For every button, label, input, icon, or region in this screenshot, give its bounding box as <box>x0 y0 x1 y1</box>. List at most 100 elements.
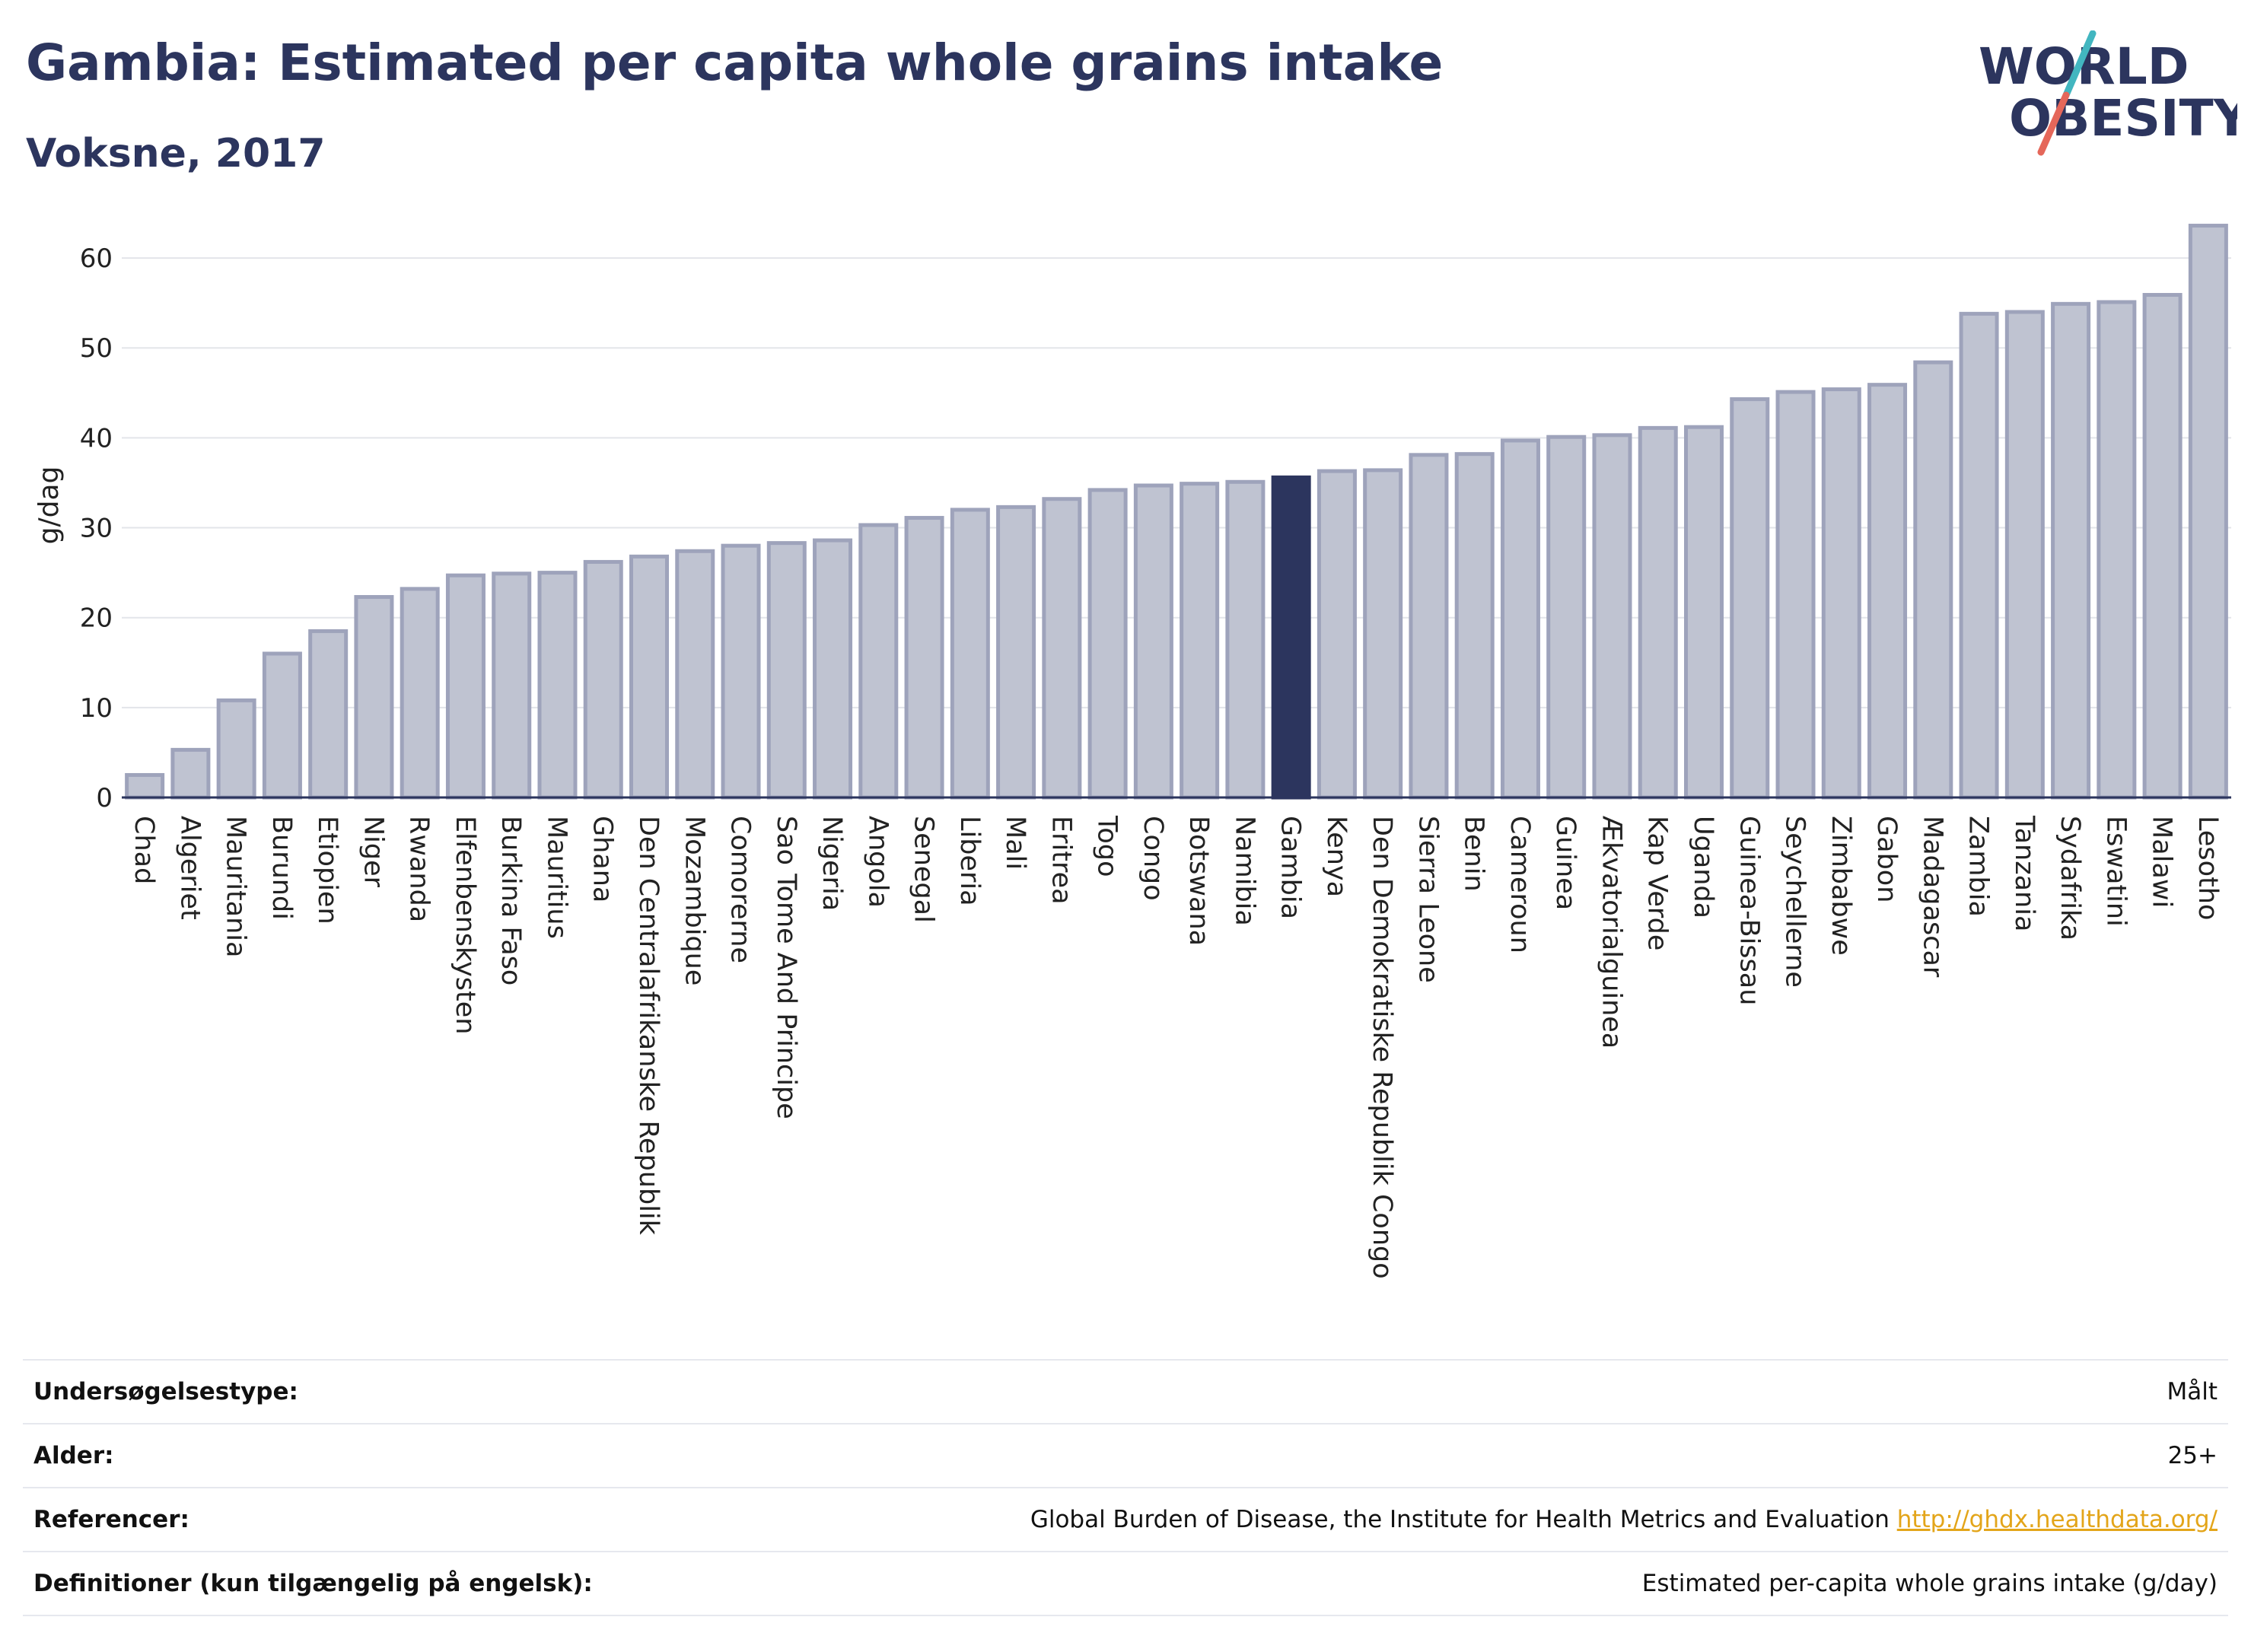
x-tick-label: Malawi <box>2147 816 2177 908</box>
x-tick-label: Comorerne <box>725 816 756 963</box>
bar <box>2051 301 2091 800</box>
x-tick-label: Angola <box>862 816 893 908</box>
x-tick-label: Eritrea <box>1046 816 1076 905</box>
x-tick-label: Mauritius <box>541 816 572 939</box>
y-axis-label: g/dag <box>33 466 65 545</box>
x-tick-label: Cameroun <box>1504 816 1535 953</box>
bar <box>629 554 670 800</box>
y-tick-label: 10 <box>80 693 113 724</box>
bar <box>216 698 256 800</box>
y-tick-label: 60 <box>80 244 113 274</box>
x-tick-label: Guinea <box>1550 816 1581 910</box>
x-tick-label: Madagascar <box>1917 816 1947 978</box>
x-tick-label: Den Demokratiske Republik Congo <box>1367 816 1397 1279</box>
bar <box>813 538 853 800</box>
x-tick-label: Benin <box>1459 816 1489 892</box>
bar <box>354 595 394 800</box>
x-tick-label: Botswana <box>1183 816 1214 946</box>
bar <box>1500 438 1540 800</box>
info-row-age: Alder: 25+ <box>23 1423 2228 1488</box>
x-tick-label: Nigeria <box>817 816 847 911</box>
bar <box>400 587 440 800</box>
bar <box>308 629 349 800</box>
bar <box>2142 293 2183 800</box>
x-tick-label: Guinea-Bissau <box>1734 816 1764 1005</box>
bar <box>1913 360 1953 800</box>
bar <box>1638 425 1678 800</box>
x-tick-label: Tanzania <box>2009 815 2039 931</box>
info-value: 25+ <box>738 1423 2228 1488</box>
bar <box>1133 483 1173 800</box>
x-tick-label: Ghana <box>587 816 618 902</box>
info-row-references: Referencer: Global Burden of Disease, th… <box>23 1487 2228 1552</box>
bar <box>2004 310 2045 800</box>
x-tick-label: Kap Verde <box>1642 816 1673 950</box>
x-tick-label: Lesotho <box>2192 816 2223 920</box>
x-tick-label: Senegal <box>909 816 939 923</box>
y-axis-ticks: 0 10 20 30 40 50 60 <box>80 244 113 813</box>
x-tick-label: Kenya <box>1321 816 1352 897</box>
bar <box>1959 311 1999 800</box>
info-key: Definitioner (kun tilgængelig på engelsk… <box>23 1551 739 1616</box>
x-tick-label: Liberia <box>954 816 985 906</box>
x-tick-label: Seychellerne <box>1780 816 1810 988</box>
bar <box>1867 383 1908 800</box>
chart-subtitle: Voksne, 2017 <box>26 131 326 177</box>
bar <box>2097 300 2137 800</box>
bar <box>904 516 944 800</box>
bar <box>1042 497 1082 800</box>
bar <box>1730 397 1770 800</box>
x-tick-label: Ækvatorialguinea <box>1596 816 1626 1049</box>
info-table: Undersøgelsestype: Målt Alder: 25+ Refer… <box>23 1359 2228 1616</box>
bar <box>445 573 486 800</box>
x-tick-label: Eswatini <box>2100 816 2131 927</box>
x-tick-label: Mozambique <box>679 816 709 985</box>
info-value-cell: Global Burden of Disease, the Institute … <box>738 1487 2228 1552</box>
x-tick-label: Elfenbenskysten <box>450 816 480 1034</box>
x-tick-label: Sydafrika <box>2055 816 2085 941</box>
x-axis-labels: Chad Algeriet Mauritania Burundi Etiopien Nig… <box>129 815 2223 1279</box>
x-tick-label: Burkina Faso <box>495 816 526 985</box>
bar <box>858 523 899 800</box>
bar <box>1409 453 1449 800</box>
reference-link[interactable]: http://ghdx.healthdata.org/ <box>1896 1506 2218 1533</box>
bar <box>1683 425 1724 800</box>
info-row-definitions: Definitioner (kun tilgængelig på engelsk… <box>23 1551 2228 1616</box>
bar <box>1546 434 1587 800</box>
x-tick-label: Gambia <box>1275 816 1306 919</box>
bar-highlight <box>1271 475 1311 800</box>
reference-text: Global Burden of Disease, the Institute … <box>1030 1506 1897 1533</box>
x-tick-label: Zambia <box>1963 816 1994 917</box>
x-tick-label: Mauritania <box>221 816 251 957</box>
info-key: Alder: <box>23 1423 739 1488</box>
bar <box>1225 479 1266 800</box>
bar <box>721 543 761 800</box>
x-tick-label: Gabon <box>1871 816 1902 902</box>
bar <box>996 505 1036 800</box>
x-tick-label: Burundi <box>266 816 297 920</box>
chart-title: Gambia: Estimated per capita whole grain… <box>26 33 1444 92</box>
x-tick-label: Rwanda <box>404 816 435 922</box>
x-tick-label: Namibia <box>1229 816 1259 926</box>
info-value: Estimated per-capita whole grains intake… <box>738 1551 2228 1616</box>
bar <box>950 508 990 800</box>
x-tick-label: Sao Tome And Principe <box>771 816 801 1119</box>
bar <box>1180 482 1220 800</box>
bar <box>1087 488 1128 800</box>
x-tick-label: Sierra Leone <box>1412 816 1443 983</box>
logo-slash-top <box>2062 30 2097 99</box>
bar <box>675 549 715 800</box>
bar <box>1821 387 1861 800</box>
bar <box>1454 452 1495 800</box>
bar <box>766 541 807 800</box>
bar <box>170 747 211 800</box>
bar <box>125 772 165 800</box>
info-value: Målt <box>738 1359 2228 1424</box>
x-tick-label: Den Centralafrikanske Republik <box>633 816 664 1236</box>
x-tick-label: Zimbabwe <box>1826 816 1856 956</box>
y-tick-label: 0 <box>96 783 113 813</box>
y-tick-label: 40 <box>80 423 113 454</box>
bar <box>1592 433 1632 800</box>
info-key: Undersøgelsestype: <box>23 1359 739 1424</box>
x-tick-label: Uganda <box>1688 816 1718 918</box>
